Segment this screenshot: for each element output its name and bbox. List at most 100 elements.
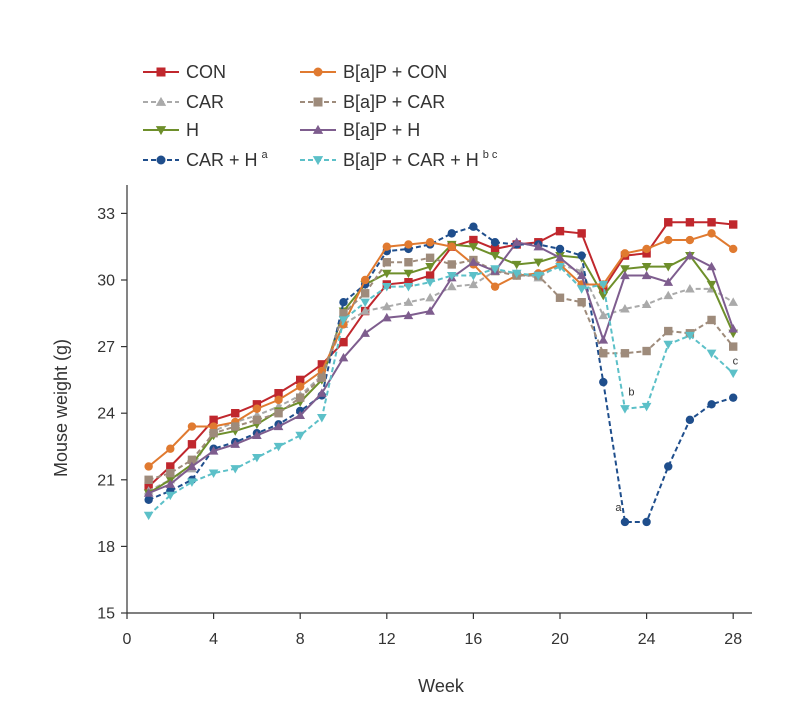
data-point: [620, 270, 630, 280]
data-point: [663, 277, 674, 286]
data-point: [706, 261, 717, 271]
data-point: [252, 404, 262, 413]
legend-item: B[a]P + H: [300, 120, 420, 140]
legend-superscript: b c: [483, 149, 498, 161]
data-point: [317, 360, 327, 369]
data-point: [339, 298, 348, 307]
y-tick-label: 15: [97, 606, 115, 623]
data-point: [576, 285, 587, 294]
data-point: [685, 250, 695, 260]
data-point: [598, 335, 609, 344]
data-point: [404, 278, 413, 287]
annotation-label: c: [733, 355, 739, 367]
data-point: [404, 258, 413, 267]
data-point: [642, 249, 651, 258]
data-point: [598, 280, 609, 290]
data-point: [403, 269, 414, 279]
data-point: [165, 479, 176, 488]
data-point: [274, 409, 283, 418]
data-point: [143, 488, 154, 497]
data-point: [296, 375, 305, 385]
data-point: [555, 244, 565, 254]
y-axis-title: Mouse weight (g): [51, 339, 71, 477]
x-tick-label: 8: [296, 631, 305, 648]
data-point: [642, 346, 651, 356]
series-line: [148, 241, 735, 495]
legend-superscript: a: [262, 149, 269, 161]
series-line: [148, 256, 734, 481]
legend-marker: [156, 155, 166, 165]
data-point: [274, 389, 283, 398]
x-tick-label: 0: [123, 631, 132, 648]
data-point: [208, 446, 219, 455]
data-point: [166, 462, 175, 471]
data-point: [381, 301, 392, 311]
data-point: [381, 283, 392, 292]
data-point: [469, 235, 478, 245]
series-line: [148, 225, 734, 523]
data-point: [728, 369, 739, 379]
legend-label: B[a]P + H: [343, 120, 420, 140]
data-point: [620, 304, 630, 313]
legend-marker: [156, 67, 166, 77]
data-point: [230, 465, 241, 474]
data-point: [642, 244, 651, 254]
legend-marker: [155, 126, 167, 136]
data-point: [208, 469, 219, 478]
data-point: [187, 478, 197, 487]
data-point: [533, 258, 544, 268]
data-point: [490, 238, 500, 247]
series-line: [148, 232, 734, 468]
data-point: [707, 315, 716, 325]
annotations: a b c: [615, 355, 738, 514]
data-point: [729, 220, 738, 229]
data-point: [382, 258, 391, 267]
data-point: [447, 260, 456, 269]
data-point: [338, 316, 349, 325]
data-point: [728, 324, 739, 333]
data-point: [381, 312, 392, 322]
data-point: [143, 511, 154, 521]
data-point: [468, 243, 479, 252]
data-point: [252, 415, 262, 425]
data-point: [576, 270, 587, 280]
data-point: [490, 265, 500, 274]
data-point: [641, 270, 652, 280]
data-point: [295, 410, 306, 420]
y-tick-label: 21: [97, 472, 115, 489]
data-point: [555, 252, 565, 262]
legend-marker: [155, 96, 167, 106]
series-line: [148, 263, 734, 492]
data-point: [664, 462, 673, 471]
x-axis-title: Week: [418, 676, 465, 696]
data-point: [166, 468, 175, 478]
legend-label: H: [186, 120, 199, 140]
x-tick-label: 4: [209, 631, 218, 648]
data-point: [209, 415, 218, 425]
y-tick-label: 18: [97, 539, 115, 556]
data-point: [360, 289, 370, 298]
plot-area: [143, 218, 739, 527]
data-point: [620, 405, 630, 414]
data-point: [360, 306, 370, 315]
data-point: [273, 442, 284, 452]
data-point: [381, 269, 392, 279]
data-point: [425, 263, 435, 272]
data-point: [490, 251, 500, 261]
data-point: [707, 400, 716, 409]
data-point: [685, 235, 695, 245]
data-point: [729, 393, 738, 402]
data-point: [317, 414, 327, 423]
data-point: [425, 271, 435, 280]
data-point: [555, 226, 565, 236]
legend-marker: [313, 67, 323, 77]
data-point: [252, 400, 262, 409]
legend-item: CAR: [143, 92, 224, 112]
legend-item: B[a]P + CAR: [300, 92, 445, 112]
data-point: [209, 422, 218, 431]
